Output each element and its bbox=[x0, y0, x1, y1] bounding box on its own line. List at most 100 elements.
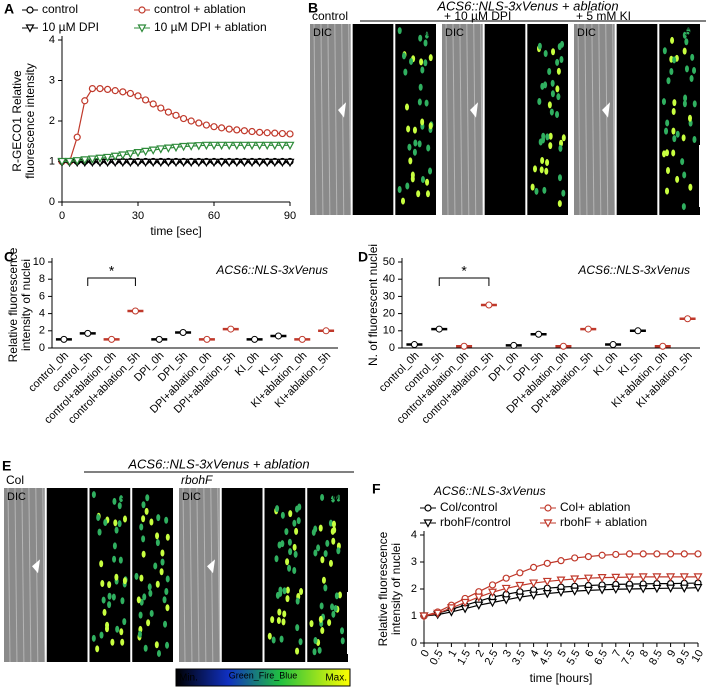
nucleus bbox=[270, 616, 275, 624]
y-axis-label: Relative fluorescence bbox=[6, 247, 20, 362]
data-point bbox=[194, 158, 204, 168]
data-point bbox=[435, 325, 443, 333]
nucleus bbox=[544, 167, 549, 175]
data-point bbox=[598, 551, 606, 559]
data-point bbox=[148, 158, 158, 168]
data-point bbox=[87, 155, 97, 164]
nucleus bbox=[319, 602, 324, 610]
data-point bbox=[693, 584, 703, 593]
data-point bbox=[286, 130, 294, 138]
nucleus bbox=[313, 636, 318, 644]
y-tick-label: 10 bbox=[383, 325, 395, 337]
fluorescence-image bbox=[264, 488, 306, 662]
nucleus bbox=[278, 586, 283, 594]
data-point bbox=[95, 154, 105, 164]
x-tick-label: 2.5 bbox=[483, 648, 501, 667]
data-point bbox=[156, 145, 166, 154]
colorbar bbox=[175, 668, 351, 687]
chart-title: ACS6::NLS-3xVenus bbox=[577, 263, 690, 277]
data-point bbox=[179, 329, 187, 337]
nucleus bbox=[96, 513, 101, 521]
frame-label: 3 bbox=[296, 491, 302, 503]
data-point bbox=[248, 127, 256, 136]
nucleus bbox=[424, 31, 429, 39]
nucleus bbox=[690, 53, 695, 61]
data-point bbox=[638, 585, 648, 594]
data-point bbox=[164, 108, 172, 116]
significance-bracket bbox=[87, 277, 136, 286]
nucleus bbox=[425, 190, 430, 198]
data-point bbox=[529, 579, 539, 588]
y-axis-label: N. of fluorescent nuclei bbox=[366, 244, 380, 366]
data-point bbox=[278, 129, 286, 138]
nucleus bbox=[139, 523, 144, 531]
nucleus bbox=[689, 75, 694, 83]
nucleus bbox=[117, 502, 122, 510]
colorbar-min: Min. bbox=[179, 673, 198, 684]
nucleus bbox=[102, 608, 107, 616]
nucleus bbox=[120, 597, 125, 605]
cell-file bbox=[7, 487, 11, 663]
y-tick-label: 2 bbox=[411, 583, 417, 595]
data-point bbox=[80, 156, 90, 165]
nucleus bbox=[112, 555, 117, 563]
nucleus bbox=[337, 591, 342, 599]
nucleus bbox=[682, 100, 687, 108]
data-point bbox=[625, 550, 634, 558]
nucleus bbox=[318, 524, 323, 532]
significance-star: * bbox=[109, 263, 115, 279]
nucleus bbox=[675, 130, 680, 138]
frame-label: 3 bbox=[121, 491, 127, 503]
cell-file bbox=[182, 487, 186, 663]
data-point bbox=[666, 550, 675, 558]
nucleus bbox=[534, 187, 539, 195]
data-point bbox=[232, 141, 242, 151]
y-tick-label: 4 bbox=[39, 308, 45, 320]
nucleus bbox=[666, 77, 671, 85]
data-point bbox=[103, 85, 112, 94]
cell-file bbox=[21, 487, 25, 663]
nucleus bbox=[547, 101, 552, 109]
data-point bbox=[460, 598, 470, 608]
data-point bbox=[201, 158, 211, 168]
nucleus bbox=[279, 635, 284, 643]
nucleus bbox=[318, 615, 323, 623]
nucleus bbox=[669, 67, 674, 75]
data-point bbox=[119, 88, 127, 96]
nucleus bbox=[267, 632, 272, 640]
nucleus bbox=[294, 527, 299, 535]
data-point bbox=[210, 123, 218, 131]
nucleus bbox=[285, 586, 290, 594]
data-point bbox=[134, 92, 142, 100]
data-point bbox=[652, 573, 662, 582]
nucleus bbox=[292, 566, 297, 574]
legend-label: rbohF/control bbox=[440, 515, 511, 529]
nucleus bbox=[155, 539, 160, 547]
nucleus bbox=[311, 528, 316, 536]
nucleus bbox=[692, 66, 697, 74]
nucleus bbox=[165, 533, 170, 541]
data-point bbox=[232, 158, 242, 168]
y-tick-label: 0 bbox=[411, 637, 417, 649]
nucleus bbox=[112, 497, 117, 505]
panel-label: E bbox=[2, 458, 11, 474]
nucleus bbox=[340, 637, 345, 645]
frame-label: DIC bbox=[7, 491, 26, 503]
nucleus bbox=[662, 150, 667, 158]
x-tick-label: 60 bbox=[208, 210, 220, 222]
nucleus bbox=[309, 620, 314, 628]
nucleus bbox=[327, 619, 332, 627]
nucleus bbox=[323, 584, 328, 592]
nucleus bbox=[548, 132, 553, 140]
nucleus bbox=[545, 159, 550, 167]
cell-file bbox=[313, 23, 317, 216]
data-point bbox=[274, 332, 282, 340]
frame-label: 0 bbox=[78, 491, 84, 503]
nucleus bbox=[412, 148, 417, 156]
y-tick-label: 8 bbox=[39, 273, 45, 285]
data-point bbox=[277, 141, 287, 151]
data-point bbox=[142, 96, 150, 104]
nucleus bbox=[280, 511, 285, 519]
nucleus bbox=[530, 183, 535, 191]
x-tick-label: 3.5 bbox=[510, 648, 528, 667]
